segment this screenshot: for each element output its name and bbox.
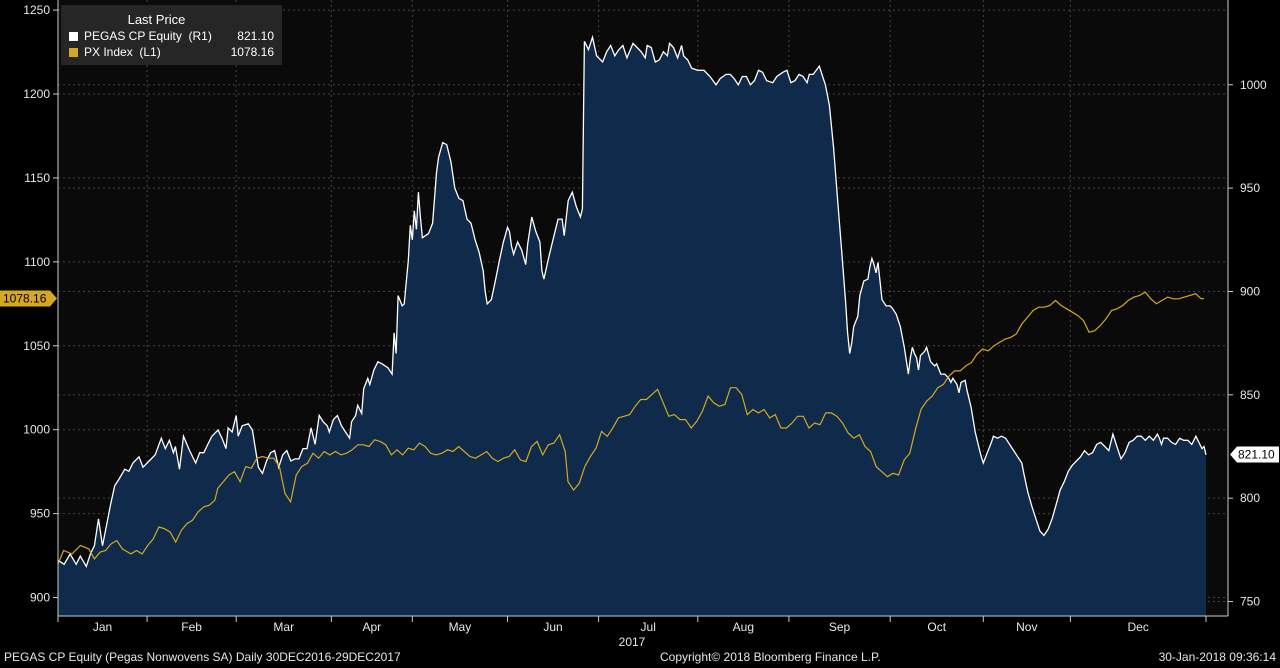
legend-series-value: 1078.16 <box>230 45 274 59</box>
x-axis-year-label: 2017 <box>619 635 646 649</box>
x-tick-label: Mar <box>273 620 294 634</box>
x-tick-label: May <box>449 620 472 634</box>
legend-swatch-pegas <box>69 31 78 41</box>
legend-series-name: PX Index (L1) <box>84 45 161 59</box>
y-right-tick-label: 900 <box>1240 284 1260 298</box>
y-left-tick-label: 1050 <box>23 339 50 353</box>
y-right-tick-label: 800 <box>1240 491 1260 505</box>
y-right-tick-label: 950 <box>1240 181 1260 195</box>
last-value-label-pegas: 821.10 <box>1238 448 1275 462</box>
x-tick-label: Jun <box>543 620 562 634</box>
x-tick-label: Nov <box>1016 620 1037 634</box>
y-left-tick-label: 1250 <box>23 3 50 17</box>
y-left-tick-label: 950 <box>30 507 50 521</box>
footer-security-description: PEGAS CP Equity (Pegas Nonwovens SA) Dai… <box>4 650 401 664</box>
y-left-tick-label: 1100 <box>24 255 50 269</box>
legend-swatch-px-index <box>69 47 78 57</box>
x-tick-label: Oct <box>927 620 946 634</box>
y-right-tick-label: 850 <box>1240 388 1260 402</box>
x-tick-label: Aug <box>733 620 754 634</box>
legend-series-value: 821.10 <box>237 29 274 43</box>
chart-legend: Last Price PEGAS CP Equity (R1) 821.10 P… <box>61 5 282 65</box>
footer-timestamp: 30-Jan-2018 09:36:14 <box>1158 650 1276 664</box>
legend-title: Last Price <box>127 12 186 27</box>
x-tick-label: Apr <box>362 620 381 634</box>
x-tick-label: Dec <box>1128 620 1149 634</box>
x-tick-label: Jan <box>93 620 112 634</box>
y-left-tick-label: 1000 <box>23 423 50 437</box>
y-right-tick-label: 750 <box>1240 595 1260 609</box>
y-left-tick-label: 900 <box>30 591 50 605</box>
last-value-label-px-index: 1078.16 <box>3 291 47 305</box>
x-tick-label: Feb <box>181 620 202 634</box>
y-right-tick-label: 1000 <box>1240 78 1267 92</box>
legend-entry-px-index: PX Index (L1) 1078.16 <box>61 44 282 60</box>
legend-entry-pegas: PEGAS CP Equity (R1) 821.10 <box>61 28 282 44</box>
footer-copyright: Copyright© 2018 Bloomberg Finance L.P. <box>660 650 881 664</box>
y-left-tick-label: 1200 <box>23 87 50 101</box>
series-line-px-index <box>57 291 1205 565</box>
legend-series-name: PEGAS CP Equity (R1) <box>84 29 212 43</box>
x-tick-label: Sep <box>829 620 851 634</box>
last-value-tag-px-index <box>0 290 57 307</box>
x-tick-label: Jul <box>641 620 656 634</box>
series-area-pegas <box>58 37 1206 616</box>
last-value-tag-pegas <box>1230 446 1279 463</box>
y-left-tick-label: 1150 <box>24 171 50 185</box>
series-line-pegas <box>57 34 1207 568</box>
